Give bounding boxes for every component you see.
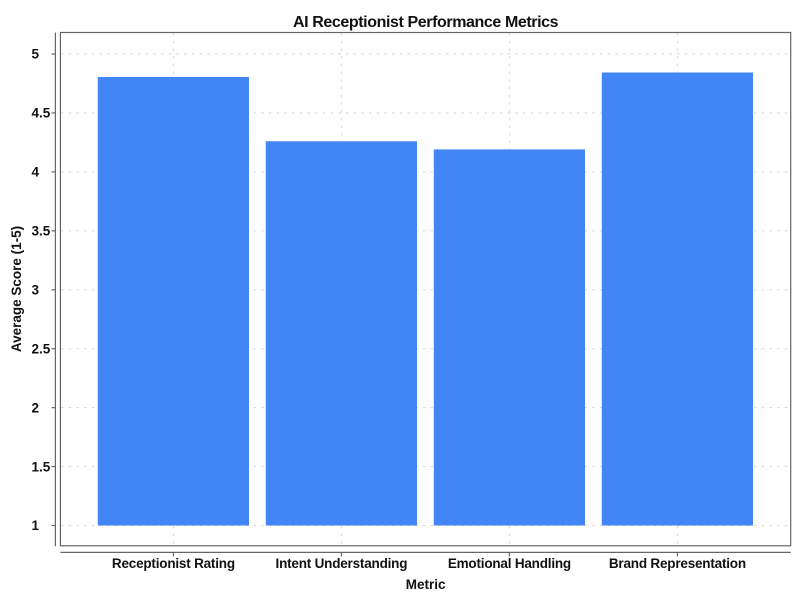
svg-text:2: 2 <box>32 400 40 415</box>
svg-text:3: 3 <box>32 283 40 298</box>
svg-text:3.5: 3.5 <box>32 224 51 239</box>
svg-text:4: 4 <box>32 165 40 180</box>
svg-text:5: 5 <box>32 47 40 62</box>
svg-text:1: 1 <box>32 518 40 533</box>
svg-text:2.5: 2.5 <box>32 341 51 356</box>
svg-text:Brand Representation: Brand Representation <box>609 556 746 571</box>
svg-text:4.5: 4.5 <box>32 106 51 121</box>
svg-text:Intent Understanding: Intent Understanding <box>276 556 408 571</box>
svg-text:Emotional Handling: Emotional Handling <box>448 556 571 571</box>
svg-text:Receptionist Rating: Receptionist Rating <box>112 556 235 571</box>
svg-text:1.5: 1.5 <box>32 459 51 474</box>
svg-text:Metric: Metric <box>406 577 446 592</box>
svg-text:AI Receptionist Performance Me: AI Receptionist Performance Metrics <box>293 14 559 31</box>
svg-text:Average Score (1-5): Average Score (1-5) <box>9 226 24 352</box>
